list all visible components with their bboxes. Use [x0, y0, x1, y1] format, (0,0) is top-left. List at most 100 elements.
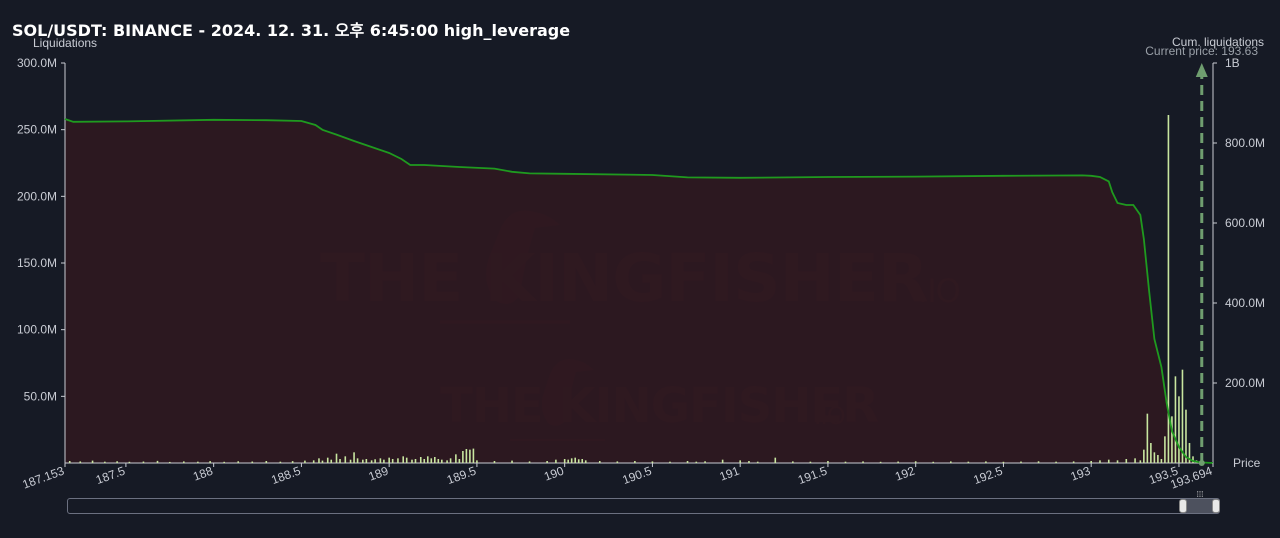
liquidation-bar: [1188, 443, 1191, 463]
liquidation-bar: [437, 459, 440, 463]
liquidation-bar: [312, 460, 315, 463]
liquidation-bar: [339, 459, 341, 463]
x-tick-label: 188.5: [269, 464, 302, 488]
liquidation-bar: [634, 461, 636, 463]
liquidation-bar: [330, 459, 333, 463]
liquidation-bar: [291, 461, 294, 463]
current-price-arrow-icon: [1195, 63, 1208, 77]
y-left-tick-label: 250.0M: [17, 123, 57, 137]
liquidation-bar: [1164, 436, 1166, 463]
liquidation-bar: [465, 449, 468, 463]
liquidation-bar: [168, 461, 171, 463]
liquidation-bar: [1125, 459, 1128, 463]
y-right-tick-label: 200.0M: [1225, 376, 1265, 390]
liquidation-bar: [721, 459, 724, 463]
zoom-slider-left-handle[interactable]: [1179, 499, 1187, 513]
y-right-axis-title: Cum. liquidations: [1172, 35, 1265, 49]
liquidation-bar: [430, 458, 433, 463]
liquidation-bar: [370, 460, 373, 463]
liquidation-bar: [967, 461, 970, 463]
liquidation-bar: [1055, 461, 1057, 463]
liquidation-bar: [91, 460, 94, 463]
liquidation-bar: [1090, 461, 1092, 463]
cum-liquidations-area: [65, 119, 1213, 463]
liquidation-bar: [388, 457, 390, 463]
liquidation-bar: [792, 461, 794, 463]
x-tick-label: 191.5: [796, 464, 829, 488]
x-tick-label: 187.153: [20, 464, 66, 492]
liquidation-bar: [1143, 449, 1145, 463]
liquidation-bar: [704, 461, 706, 463]
liquidation-bar: [441, 459, 443, 463]
liquidation-bar: [79, 461, 82, 463]
liquidation-bar: [304, 460, 306, 463]
liquidation-bar: [809, 461, 812, 463]
liquidation-bar: [1139, 460, 1142, 463]
y-left-tick-label: 50.0M: [24, 389, 57, 403]
zoom-slider-right-handle[interactable]: [1212, 499, 1220, 513]
zoom-slider-grip-icon[interactable]: ⁞⁞⁞: [1196, 490, 1204, 499]
liquidation-bar: [353, 452, 355, 463]
liquidation-bar: [985, 461, 987, 463]
y-left-tick-label: 150.0M: [17, 256, 57, 270]
liquidation-bar: [1167, 115, 1170, 463]
liquidation-bar: [1099, 460, 1101, 463]
liquidation-bar: [446, 460, 448, 463]
liquidation-bar: [1153, 452, 1156, 463]
liquidation-bar: [1150, 443, 1152, 463]
x-tick-label: 189: [367, 464, 391, 484]
liquidation-bar: [879, 461, 882, 463]
liquidation-bar: [616, 461, 619, 463]
liquidation-bar: [844, 461, 847, 463]
liquidation-bar: [1174, 376, 1177, 463]
liquidation-bar: [104, 461, 106, 463]
liquidation-bar: [1171, 416, 1173, 463]
liquidation-bar: [405, 457, 408, 463]
liquidation-bar: [574, 457, 577, 463]
y-left-tick-label: 100.0M: [17, 323, 57, 337]
x-tick-label: 192.5: [971, 464, 1004, 488]
x-tick-label: 187.5: [94, 464, 127, 488]
liquidation-bar: [344, 456, 347, 463]
liquidation-bar: [321, 460, 324, 463]
x-tick-label: 190.5: [620, 464, 653, 488]
current-price-label: Current price: 193.63: [1145, 44, 1258, 58]
zoom-slider-window[interactable]: [1183, 499, 1216, 513]
liquidation-bar: [546, 461, 548, 463]
liquidation-bar: [862, 461, 864, 463]
x-tick-label: 192: [893, 464, 917, 484]
liquidation-bar: [581, 459, 584, 463]
liquidation-bar: [555, 459, 557, 463]
liquidation-bar: [116, 461, 118, 463]
liquidation-bar: [476, 460, 478, 463]
liquidation-bar: [318, 458, 320, 463]
liquidation-bar: [1192, 456, 1194, 463]
liquidation-bar: [739, 460, 741, 463]
liquidation-bar: [1072, 461, 1075, 463]
liquidation-bar: [756, 461, 759, 463]
liquidation-bar: [472, 448, 475, 463]
y-right-tick-label: 400.0M: [1225, 296, 1265, 310]
liquidation-bar: [528, 461, 531, 463]
liquidation-bar: [365, 459, 368, 463]
liquidation-bar: [156, 460, 159, 463]
liquidation-bar: [237, 461, 240, 463]
zoom-slider-track[interactable]: [67, 498, 1220, 514]
x-tick-label: 188: [191, 464, 215, 484]
x-tick-label: 190: [542, 464, 566, 484]
liquidation-bar: [397, 458, 399, 463]
liquidation-bar: [356, 458, 359, 463]
liquidation-bar: [362, 459, 364, 463]
liquidation-bar: [651, 461, 654, 463]
liquidation-bar: [1107, 459, 1110, 463]
liquidation-bar: [391, 459, 394, 463]
liquidation-bar: [383, 459, 385, 463]
liquidation-bar: [584, 460, 587, 463]
liquidation-bar: [567, 459, 569, 463]
liquidation-bar: [949, 461, 952, 463]
liquidation-bar: [577, 459, 580, 463]
liquidation-bar: [1002, 461, 1005, 463]
x-axis-title: Price: [1233, 456, 1261, 470]
liquidation-bar: [402, 456, 405, 463]
